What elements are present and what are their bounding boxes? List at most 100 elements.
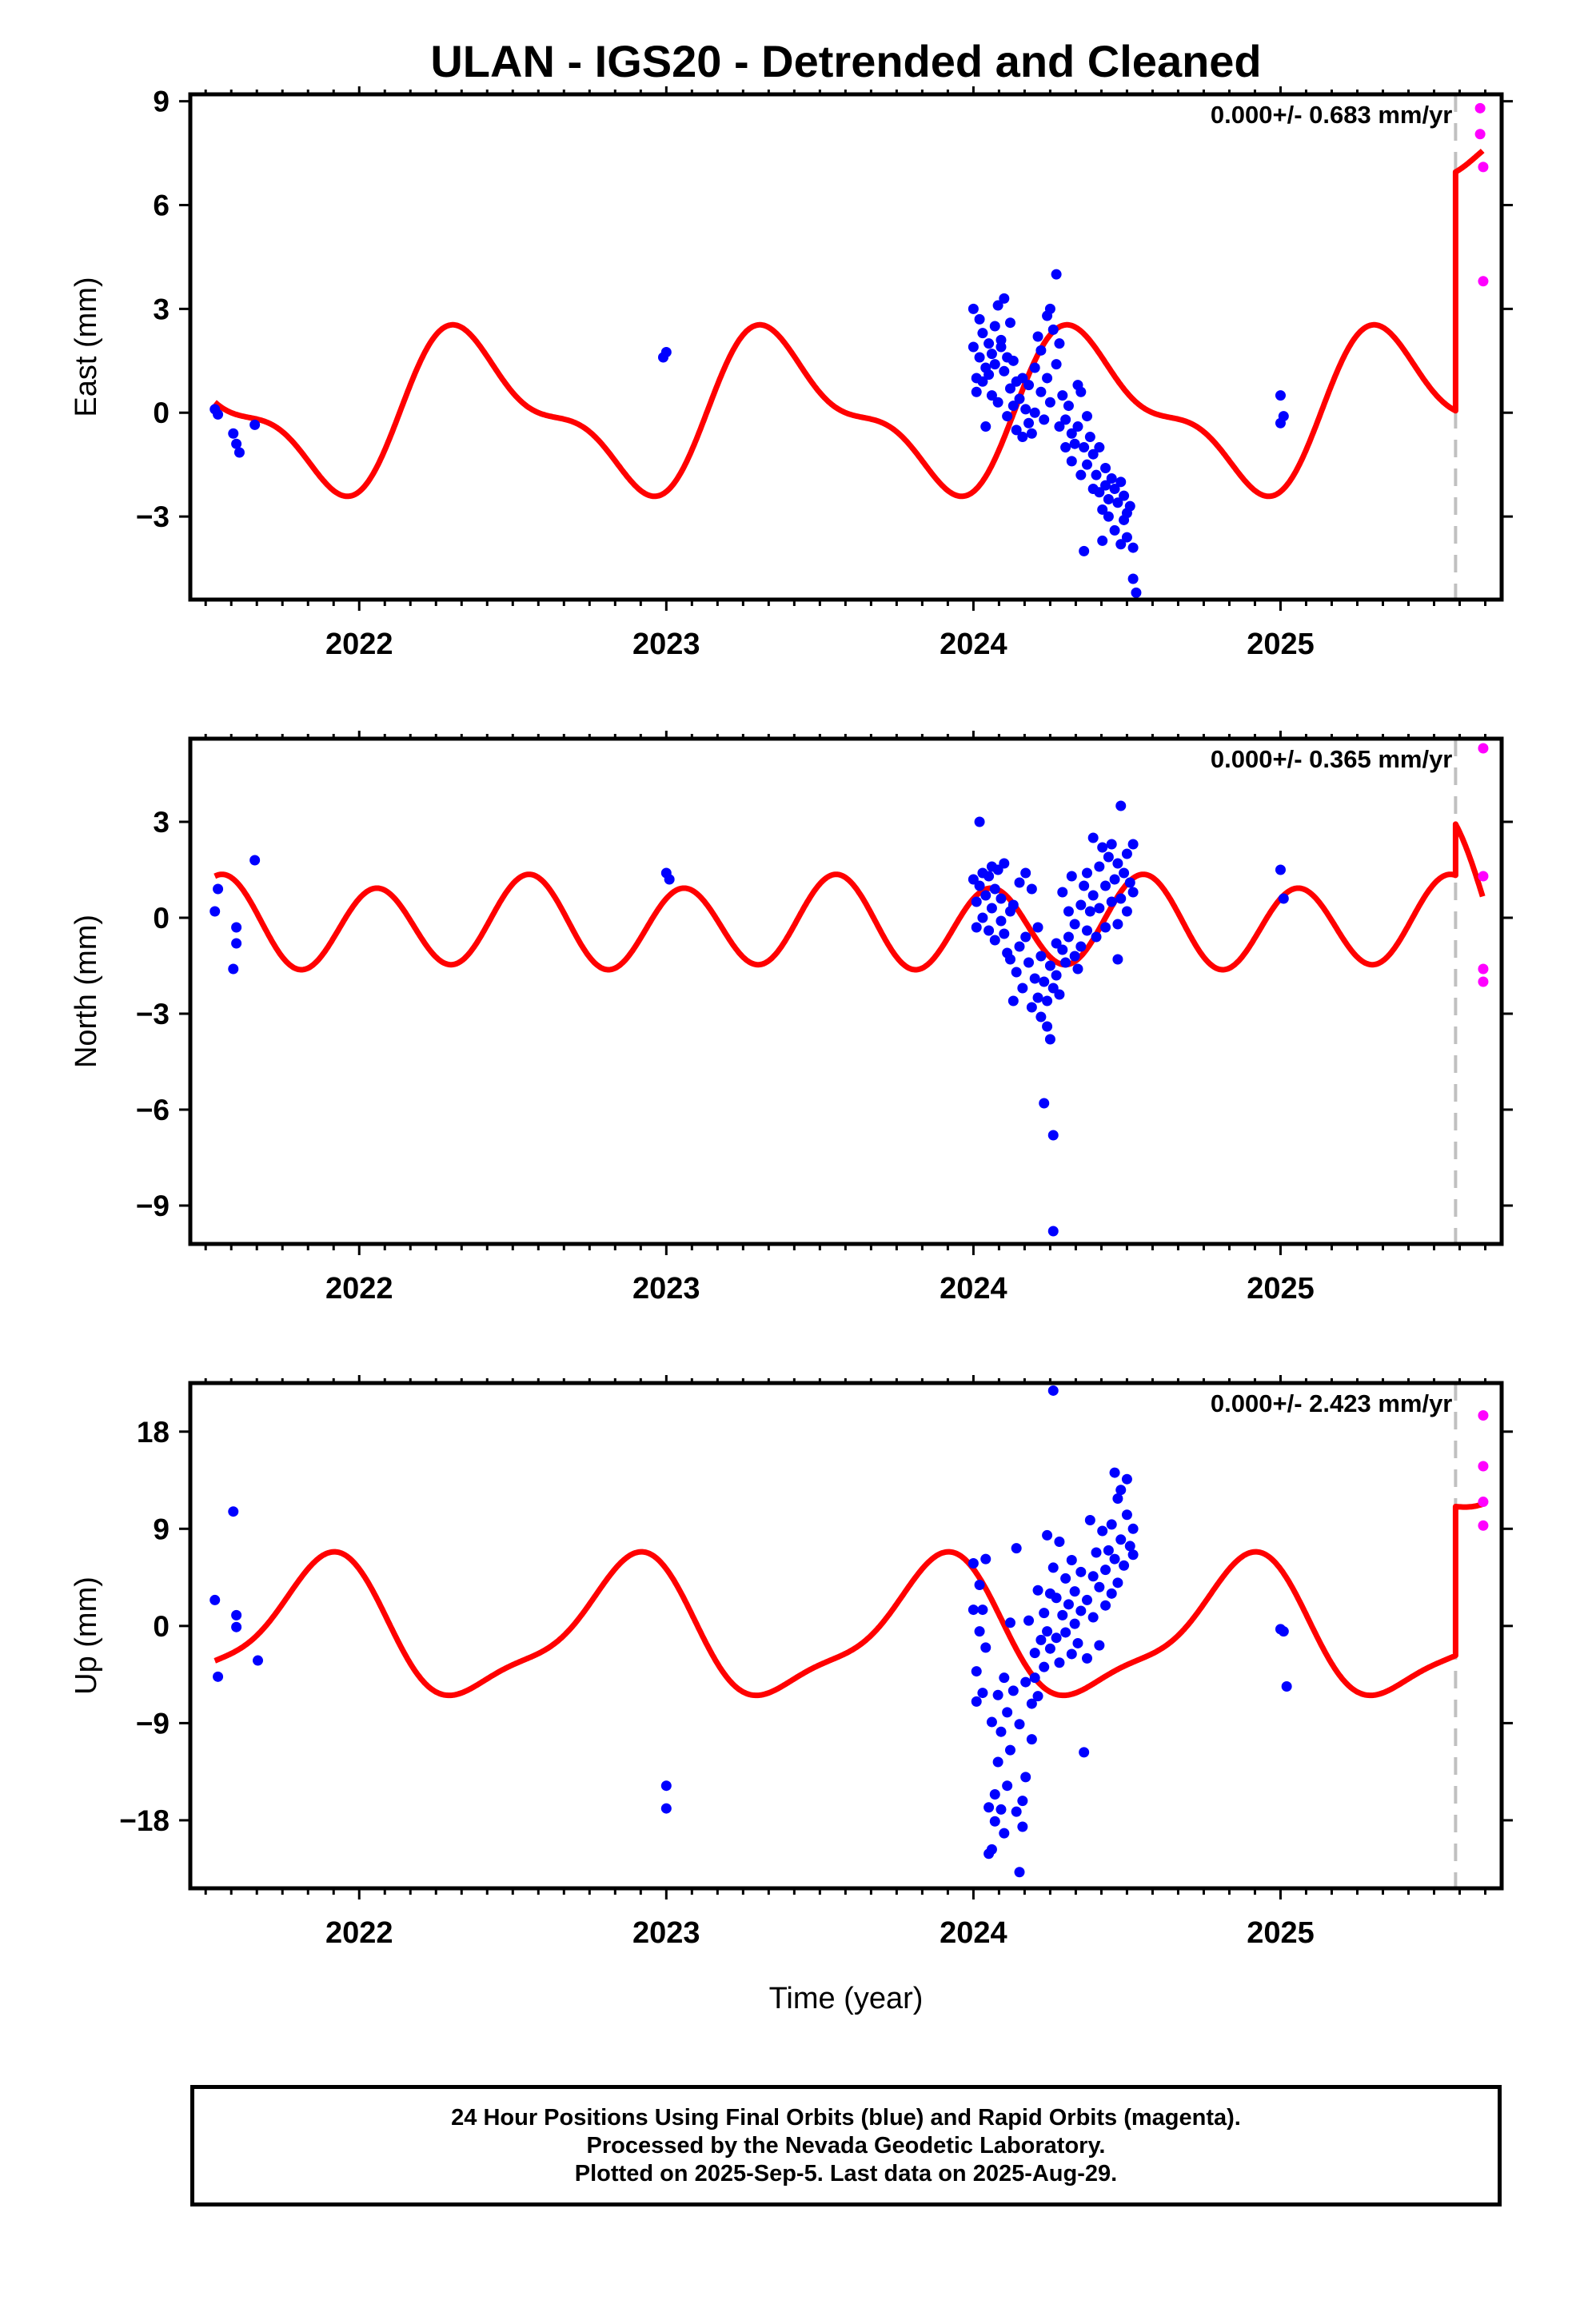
final-orbit-point: [1002, 411, 1013, 422]
plot-frame-north: [188, 736, 1504, 1246]
final-orbit-point: [971, 922, 982, 933]
final-orbit-point: [1100, 880, 1111, 891]
final-orbit-point: [1121, 848, 1132, 859]
final-orbit-point: [1014, 877, 1025, 888]
final-orbit-point: [1127, 839, 1139, 850]
final-orbit-point: [1029, 362, 1040, 373]
rapid-orbit-point: [1478, 1461, 1489, 1472]
final-orbit-point: [999, 293, 1010, 304]
final-orbit-point: [1281, 1680, 1292, 1692]
final-orbit-point: [1069, 919, 1080, 930]
footer-line-3: Plotted on 2025-Sep-5. Last data on 2025…: [574, 2160, 1118, 2186]
y-axis-label-up: Up (mm): [70, 1577, 103, 1695]
final-orbit-point: [1060, 442, 1071, 453]
final-orbit-point: [980, 1553, 991, 1565]
final-orbit-point: [1115, 1534, 1127, 1545]
y-tick-label: −6: [136, 1094, 170, 1126]
final-orbit-point: [1035, 1011, 1047, 1022]
y-tick-label: 0: [153, 1610, 170, 1643]
rapid-orbit-point: [1478, 1497, 1489, 1508]
y-tick-label: 3: [153, 806, 170, 839]
final-orbit-point: [977, 1688, 988, 1699]
final-orbit-point: [974, 1626, 985, 1637]
final-orbit-point: [1066, 1648, 1077, 1660]
final-orbit-point: [1275, 417, 1286, 429]
final-orbit-point: [1072, 421, 1083, 433]
final-orbit-point: [1115, 893, 1127, 904]
final-orbit-point: [1079, 1747, 1090, 1758]
model-curve-east: [213, 149, 1485, 500]
final-orbit-point: [1069, 1586, 1080, 1597]
final-orbit-point: [1032, 1691, 1043, 1702]
final-orbit-point: [213, 409, 224, 420]
final-orbit-point: [1094, 1640, 1105, 1651]
final-orbit-point: [1072, 1637, 1083, 1648]
final-orbit-point: [1044, 1643, 1055, 1654]
final-orbit-point: [1042, 373, 1053, 384]
final-orbit-point: [977, 376, 988, 387]
final-orbit-point: [984, 338, 995, 349]
final-orbit-point: [1051, 1593, 1062, 1604]
final-orbit-point: [228, 1506, 239, 1517]
final-orbit-point: [1127, 1523, 1139, 1534]
final-orbit-point: [1075, 899, 1087, 911]
final-orbit-point: [1011, 967, 1022, 978]
final-orbit-point: [1011, 425, 1022, 436]
final-orbit-point: [1081, 925, 1092, 936]
final-orbit-point: [1057, 1609, 1068, 1620]
final-orbit-point: [1004, 317, 1015, 329]
final-orbit-point: [660, 346, 672, 357]
final-orbit-point: [980, 1642, 991, 1653]
final-orbit-point: [1100, 1600, 1111, 1611]
final-orbit-point: [1079, 545, 1090, 556]
final-orbit-point: [1084, 1515, 1095, 1526]
final-orbit-point: [1087, 1571, 1099, 1582]
final-orbit-point: [1066, 1554, 1077, 1565]
chart-title: ULAN - IGS20 - Detrended and Cleaned: [430, 36, 1261, 86]
final-orbit-point: [1007, 995, 1019, 1007]
panel-east: 2022 2023 2024 2025 −3 0 3 6 9 East (mm) 0.000+/- …: [70, 86, 1513, 661]
final-orbit-point: [1054, 1657, 1065, 1668]
final-orbit-point: [1081, 1594, 1092, 1605]
final-orbit-point: [252, 1655, 263, 1666]
x-tick-label: 2024: [940, 628, 1007, 661]
final-orbit-point: [989, 883, 1000, 895]
final-orbit-point: [1081, 459, 1092, 470]
final-orbit-point: [1066, 871, 1077, 882]
final-orbit-point: [1060, 957, 1071, 968]
final-orbit-point: [1014, 393, 1025, 405]
rapid-orbit-point: [1478, 743, 1489, 754]
final-orbit-point: [1023, 957, 1035, 968]
final-orbit-point: [1066, 456, 1077, 467]
final-orbit-point: [1112, 919, 1123, 930]
final-orbit-point: [1063, 1599, 1074, 1610]
final-orbit-point: [1087, 832, 1099, 843]
final-orbit-point: [1054, 421, 1065, 433]
final-orbit-point: [989, 1816, 1000, 1827]
rate-label-north: 0.000+/- 0.365 mm/yr: [1211, 745, 1452, 773]
final-orbit-point: [1054, 338, 1065, 349]
final-orbit-point: [1039, 1661, 1050, 1672]
final-orbit-point: [1051, 970, 1062, 981]
final-orbit-point: [1115, 1485, 1127, 1496]
final-orbit-point: [1026, 1002, 1037, 1013]
final-orbit-point: [984, 871, 995, 882]
final-orbit-point: [986, 1844, 997, 1855]
final-orbit-point: [999, 928, 1010, 939]
final-orbit-point: [992, 1756, 1003, 1768]
final-orbit-point: [989, 359, 1000, 370]
final-orbit-point: [968, 303, 979, 314]
y-axis-label-north: North (mm): [70, 915, 103, 1068]
final-orbit-point: [1112, 954, 1123, 965]
y-tick-label: 9: [153, 1513, 170, 1545]
footer-line-1: 24 Hour Positions Using Final Orbits (bl…: [451, 2104, 1241, 2131]
final-orbit-point: [968, 1558, 979, 1569]
final-orbit-point: [995, 1804, 1007, 1815]
final-orbit-point: [1115, 800, 1127, 811]
final-orbit-point: [1094, 1581, 1105, 1593]
final-orbit-point: [1127, 887, 1139, 898]
final-orbit-point: [1121, 532, 1132, 543]
y-tick-label: −18: [119, 1804, 170, 1837]
y-tick-label: 3: [153, 293, 170, 325]
model-curve-north: [213, 821, 1486, 973]
